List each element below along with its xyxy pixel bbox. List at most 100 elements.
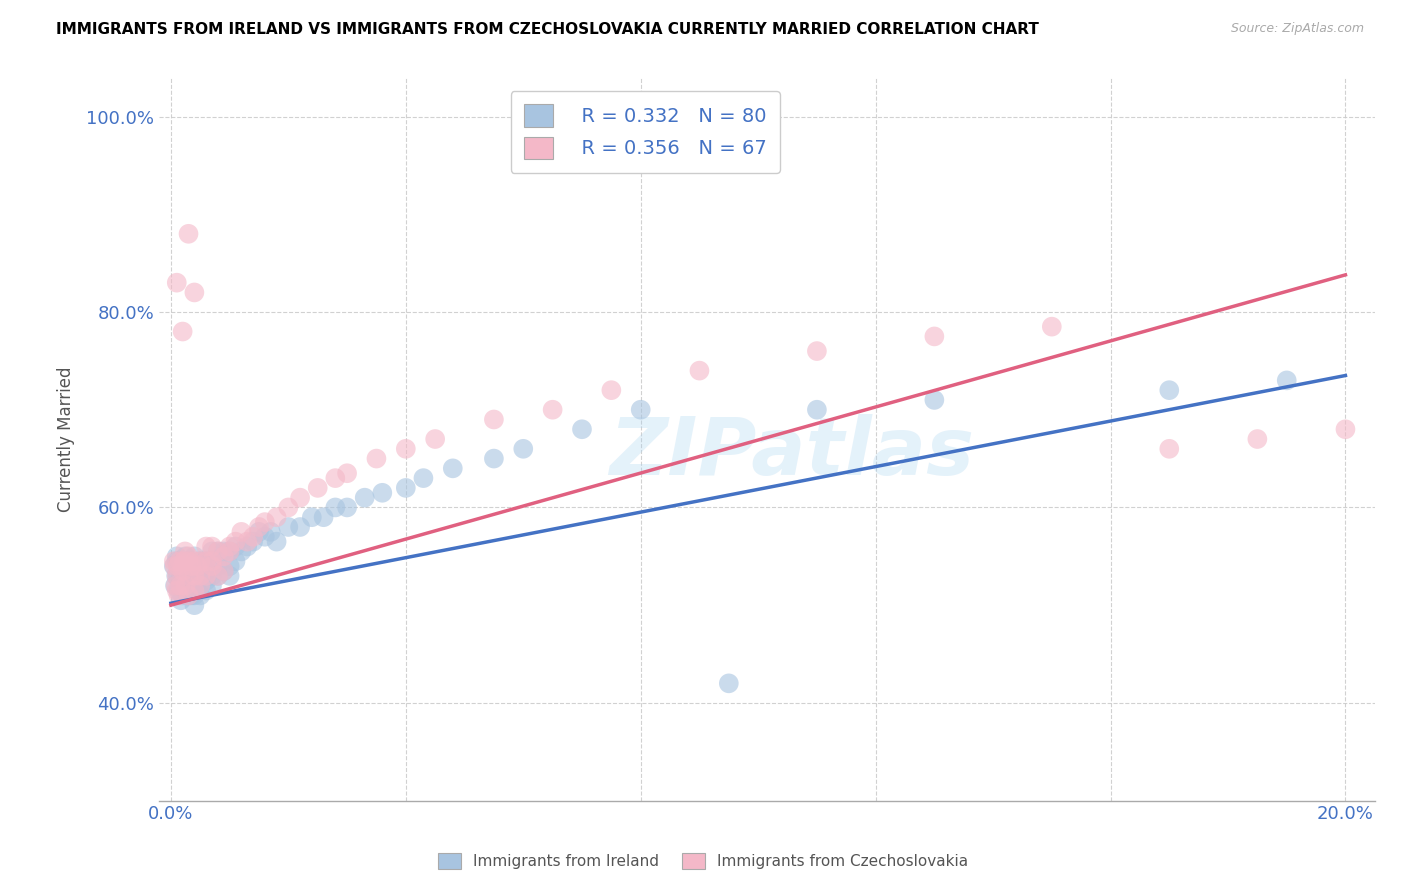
Point xyxy=(688,363,710,377)
Point xyxy=(177,588,200,602)
Point xyxy=(266,534,288,549)
Point xyxy=(253,515,276,529)
Point xyxy=(183,583,205,598)
Legend: Immigrants from Ireland, Immigrants from Czechoslovakia: Immigrants from Ireland, Immigrants from… xyxy=(432,847,974,875)
Point xyxy=(806,402,828,417)
Point xyxy=(207,559,229,574)
Point xyxy=(395,442,418,456)
Point xyxy=(177,569,200,583)
Point xyxy=(177,554,200,568)
Point xyxy=(195,564,218,578)
Point xyxy=(195,574,218,588)
Point xyxy=(167,559,190,574)
Point xyxy=(172,559,194,574)
Point xyxy=(183,554,205,568)
Point xyxy=(1040,319,1063,334)
Point xyxy=(441,461,464,475)
Point xyxy=(277,500,299,515)
Point xyxy=(167,569,190,583)
Point xyxy=(195,554,218,568)
Point xyxy=(188,579,211,593)
Point xyxy=(201,554,224,568)
Point xyxy=(186,559,208,574)
Point xyxy=(188,579,211,593)
Point xyxy=(212,564,235,578)
Point xyxy=(1275,373,1298,387)
Point xyxy=(166,549,188,564)
Point xyxy=(482,412,505,426)
Point xyxy=(218,544,240,558)
Point xyxy=(924,329,946,343)
Point xyxy=(231,524,253,539)
Point xyxy=(195,540,218,554)
Point xyxy=(183,549,205,564)
Point xyxy=(224,554,246,568)
Point xyxy=(174,549,197,564)
Point xyxy=(183,598,205,612)
Point xyxy=(177,588,200,602)
Point xyxy=(236,534,259,549)
Point xyxy=(166,276,188,290)
Point xyxy=(201,579,224,593)
Point xyxy=(173,554,195,568)
Point xyxy=(277,520,299,534)
Point xyxy=(177,564,200,578)
Point xyxy=(425,432,447,446)
Point xyxy=(163,554,186,568)
Point xyxy=(177,579,200,593)
Point xyxy=(183,564,205,578)
Point xyxy=(174,579,197,593)
Y-axis label: Currently Married: Currently Married xyxy=(58,367,75,512)
Point xyxy=(301,510,323,524)
Point xyxy=(177,554,200,568)
Point xyxy=(288,520,311,534)
Point xyxy=(806,344,828,359)
Point xyxy=(212,549,235,564)
Point xyxy=(717,676,740,690)
Point xyxy=(201,554,224,568)
Point xyxy=(366,451,388,466)
Point xyxy=(188,569,211,583)
Point xyxy=(224,540,246,554)
Point xyxy=(353,491,375,505)
Point xyxy=(266,510,288,524)
Point xyxy=(188,554,211,568)
Point xyxy=(218,544,240,558)
Point xyxy=(173,559,195,574)
Legend:   R = 0.332   N = 80,   R = 0.356   N = 67: R = 0.332 N = 80, R = 0.356 N = 67 xyxy=(510,91,780,173)
Point xyxy=(193,559,215,574)
Point xyxy=(207,569,229,583)
Point xyxy=(180,559,202,574)
Point xyxy=(207,544,229,558)
Point xyxy=(325,471,347,485)
Point xyxy=(165,569,187,583)
Point xyxy=(183,569,205,583)
Point xyxy=(166,569,188,583)
Point xyxy=(169,574,191,588)
Point xyxy=(167,583,190,598)
Point xyxy=(172,564,194,578)
Point xyxy=(179,569,201,583)
Point xyxy=(188,588,211,602)
Point xyxy=(174,544,197,558)
Point xyxy=(183,579,205,593)
Point xyxy=(541,402,564,417)
Point xyxy=(201,569,224,583)
Point xyxy=(512,442,534,456)
Point xyxy=(371,485,394,500)
Point xyxy=(195,569,218,583)
Point xyxy=(924,392,946,407)
Point xyxy=(169,554,191,568)
Point xyxy=(630,402,652,417)
Text: ZIPatlas: ZIPatlas xyxy=(609,415,974,492)
Point xyxy=(195,583,218,598)
Point xyxy=(1334,422,1357,436)
Point xyxy=(201,544,224,558)
Point xyxy=(212,544,235,558)
Point xyxy=(180,559,202,574)
Point xyxy=(180,588,202,602)
Point xyxy=(336,467,359,481)
Point xyxy=(166,583,188,598)
Point xyxy=(224,534,246,549)
Point xyxy=(167,588,190,602)
